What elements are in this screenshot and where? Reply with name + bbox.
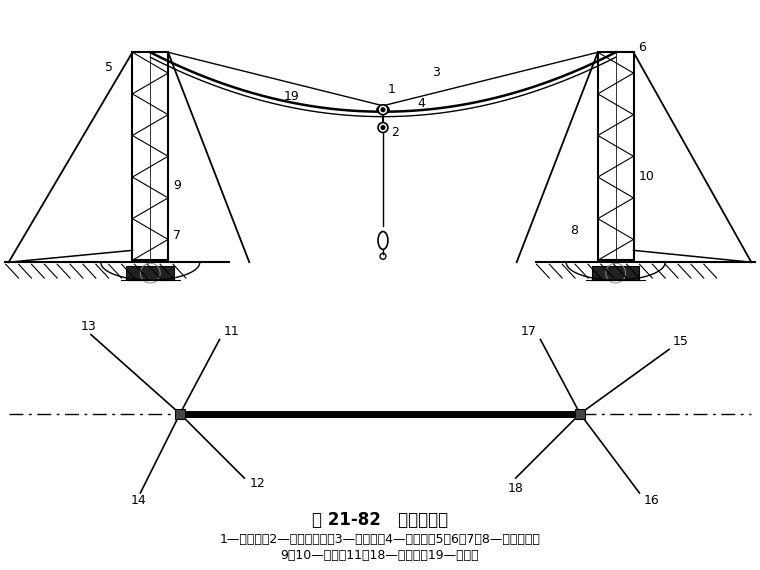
Bar bbox=[175, 409, 185, 419]
Text: 1—缆行车；2—起重滑轮组；3—承重索；4—起重索；5、6、7、8—导向滑轮；: 1—缆行车；2—起重滑轮组；3—承重索；4—起重索；5、6、7、8—导向滑轮； bbox=[220, 533, 540, 546]
Text: 17: 17 bbox=[521, 325, 537, 338]
Circle shape bbox=[378, 105, 388, 115]
Text: 1: 1 bbox=[388, 83, 396, 96]
Text: 5: 5 bbox=[105, 60, 112, 74]
Ellipse shape bbox=[378, 231, 388, 249]
Text: 18: 18 bbox=[508, 482, 524, 495]
Text: 7: 7 bbox=[173, 229, 181, 242]
Circle shape bbox=[381, 125, 385, 129]
Text: 3: 3 bbox=[432, 66, 440, 79]
Text: 19: 19 bbox=[284, 91, 299, 103]
Text: 2: 2 bbox=[391, 126, 399, 139]
Text: 4: 4 bbox=[418, 97, 426, 110]
Text: 11: 11 bbox=[223, 325, 239, 338]
Bar bbox=[592, 266, 639, 280]
Text: 9: 9 bbox=[173, 180, 181, 193]
Text: 15: 15 bbox=[673, 335, 689, 348]
Circle shape bbox=[381, 108, 385, 112]
Circle shape bbox=[378, 123, 388, 132]
Text: 16: 16 bbox=[644, 494, 659, 507]
Bar bbox=[575, 409, 585, 419]
Ellipse shape bbox=[377, 106, 389, 113]
Text: 13: 13 bbox=[81, 320, 97, 333]
Bar bbox=[126, 266, 174, 280]
Text: 图 21-82   缆索起重机: 图 21-82 缆索起重机 bbox=[312, 511, 448, 529]
Text: 12: 12 bbox=[249, 477, 265, 490]
Text: 8: 8 bbox=[570, 224, 578, 237]
Text: 10: 10 bbox=[638, 169, 654, 182]
Text: 6: 6 bbox=[638, 41, 646, 54]
Text: 14: 14 bbox=[131, 494, 146, 507]
Text: 9、10—支柱；11～18—缆风绳；19—牵引索: 9、10—支柱；11～18—缆风绳；19—牵引索 bbox=[280, 549, 480, 562]
